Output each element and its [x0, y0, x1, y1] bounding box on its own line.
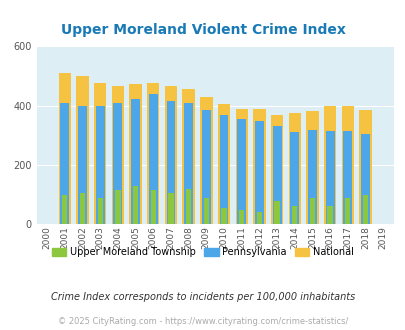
Bar: [221, 208, 226, 224]
Legend: Upper Moreland Township, Pennsylvania, National: Upper Moreland Township, Pennsylvania, N…: [48, 243, 357, 261]
Bar: [362, 195, 367, 224]
Bar: [237, 119, 245, 224]
Bar: [325, 131, 334, 224]
Bar: [292, 206, 297, 224]
Bar: [360, 134, 369, 224]
Bar: [203, 198, 209, 224]
Bar: [290, 132, 298, 224]
Bar: [166, 101, 175, 224]
Bar: [115, 190, 120, 224]
Bar: [129, 84, 141, 224]
Bar: [201, 110, 210, 224]
Bar: [111, 86, 124, 224]
Bar: [253, 109, 265, 224]
Bar: [78, 106, 87, 224]
Bar: [254, 121, 263, 224]
Bar: [288, 113, 300, 224]
Bar: [94, 83, 106, 224]
Bar: [343, 131, 352, 224]
Bar: [217, 104, 230, 224]
Bar: [132, 186, 138, 224]
Bar: [305, 111, 318, 224]
Bar: [323, 106, 335, 224]
Text: Upper Moreland Violent Crime Index: Upper Moreland Violent Crime Index: [60, 23, 345, 37]
Bar: [200, 97, 212, 224]
Bar: [185, 189, 191, 224]
Bar: [341, 106, 353, 224]
Bar: [344, 198, 350, 224]
Bar: [274, 201, 279, 224]
Bar: [60, 103, 69, 224]
Bar: [272, 126, 281, 224]
Bar: [58, 73, 71, 224]
Bar: [239, 210, 244, 224]
Bar: [219, 115, 228, 224]
Bar: [131, 99, 140, 224]
Bar: [309, 198, 314, 224]
Bar: [97, 198, 102, 224]
Bar: [235, 109, 247, 224]
Bar: [96, 107, 104, 224]
Bar: [184, 103, 193, 224]
Bar: [307, 130, 316, 224]
Bar: [270, 115, 283, 224]
Bar: [76, 77, 89, 224]
Bar: [147, 83, 159, 224]
Text: Crime Index corresponds to incidents per 100,000 inhabitants: Crime Index corresponds to incidents per…: [51, 292, 354, 302]
Bar: [168, 193, 173, 224]
Bar: [149, 94, 157, 224]
Bar: [164, 86, 177, 224]
Text: © 2025 CityRating.com - https://www.cityrating.com/crime-statistics/: © 2025 CityRating.com - https://www.city…: [58, 317, 347, 326]
Bar: [62, 195, 67, 224]
Bar: [80, 193, 85, 224]
Bar: [358, 110, 371, 224]
Bar: [113, 103, 122, 224]
Bar: [327, 206, 332, 224]
Bar: [182, 89, 194, 224]
Bar: [150, 190, 156, 224]
Bar: [256, 212, 261, 224]
